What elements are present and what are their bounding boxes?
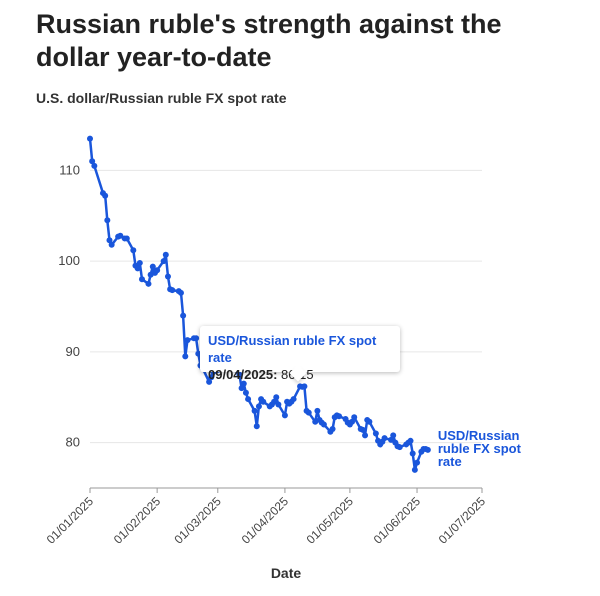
data-point[interactable] bbox=[407, 437, 414, 444]
data-point[interactable] bbox=[273, 394, 280, 401]
data-point[interactable] bbox=[381, 435, 388, 442]
data-point[interactable] bbox=[260, 398, 267, 405]
tooltip-date: 09/04/2025: bbox=[208, 367, 278, 382]
x-tick-label: 01/07/2025 bbox=[436, 494, 489, 547]
data-point[interactable] bbox=[130, 247, 137, 254]
x-tick-label: 01/02/2025 bbox=[111, 494, 164, 547]
data-point[interactable] bbox=[180, 312, 187, 319]
y-tick-label: 80 bbox=[66, 435, 80, 450]
data-point[interactable] bbox=[424, 446, 431, 453]
data-point[interactable] bbox=[336, 413, 343, 420]
data-point[interactable] bbox=[89, 158, 96, 165]
data-point[interactable] bbox=[329, 426, 336, 433]
data-point[interactable] bbox=[164, 273, 171, 280]
chart-title: Russian ruble's strength against the dol… bbox=[36, 9, 502, 72]
data-point[interactable] bbox=[162, 251, 169, 258]
y-tick-label: 90 bbox=[66, 344, 80, 359]
data-point[interactable] bbox=[123, 235, 130, 242]
x-axis-ticks: 01/01/2025 01/02/2025 01/03/2025 01/04/2025… bbox=[44, 488, 489, 547]
data-point[interactable] bbox=[149, 263, 156, 270]
data-point[interactable] bbox=[160, 258, 167, 265]
data-point[interactable] bbox=[351, 414, 358, 421]
data-point[interactable] bbox=[104, 217, 111, 224]
series-line bbox=[88, 138, 429, 472]
data-point[interactable] bbox=[208, 374, 215, 381]
data-point[interactable] bbox=[290, 396, 297, 403]
data-point[interactable] bbox=[236, 371, 243, 378]
data-point[interactable] bbox=[102, 192, 109, 199]
data-point[interactable] bbox=[108, 241, 115, 248]
data-point[interactable] bbox=[238, 385, 245, 392]
data-point[interactable] bbox=[414, 459, 421, 466]
data-point[interactable] bbox=[366, 418, 373, 425]
series-end-label-line: ruble FX spot bbox=[438, 441, 522, 456]
data-point[interactable] bbox=[388, 436, 395, 443]
data-point[interactable] bbox=[320, 421, 327, 428]
data-point[interactable] bbox=[245, 396, 252, 403]
data-point[interactable] bbox=[349, 418, 356, 425]
data-point[interactable] bbox=[136, 259, 143, 266]
x-tick-label: 01/04/2025 bbox=[239, 494, 292, 547]
series-end-label-line: rate bbox=[438, 454, 462, 469]
data-point[interactable] bbox=[240, 380, 247, 387]
tooltip-series-name: USD/Russian ruble FX spot rate bbox=[208, 333, 377, 365]
data-point[interactable] bbox=[362, 432, 369, 439]
chart-subtitle: U.S. dollar/Russian ruble FX spot rate bbox=[36, 90, 287, 106]
data-point[interactable] bbox=[182, 353, 189, 360]
data-point[interactable] bbox=[251, 407, 258, 414]
data-point[interactable] bbox=[91, 162, 98, 169]
data-point[interactable] bbox=[206, 378, 213, 385]
data-point[interactable] bbox=[411, 466, 418, 473]
data-point[interactable] bbox=[184, 337, 191, 344]
data-point[interactable] bbox=[396, 444, 403, 451]
data-point[interactable] bbox=[372, 430, 379, 437]
data-point[interactable] bbox=[117, 232, 124, 239]
data-point[interactable] bbox=[145, 280, 152, 287]
x-tick-label: 01/01/2025 bbox=[44, 494, 97, 547]
data-point[interactable] bbox=[169, 287, 176, 294]
series-end-label-line: USD/Russian bbox=[438, 428, 520, 443]
y-tick-label: 110 bbox=[59, 162, 80, 177]
data-point[interactable] bbox=[301, 383, 308, 390]
series-end-label: USD/Russian ruble FX spot rate bbox=[438, 428, 522, 469]
data-point[interactable] bbox=[154, 267, 161, 274]
data-point[interactable] bbox=[281, 412, 288, 419]
data-point[interactable] bbox=[242, 389, 249, 396]
data-point[interactable] bbox=[314, 407, 321, 414]
data-point[interactable] bbox=[195, 350, 202, 357]
y-axis-ticks: 80 90 100 110 bbox=[58, 162, 80, 449]
y-tick-label: 100 bbox=[58, 253, 80, 268]
x-tick-label: 01/03/2025 bbox=[172, 494, 225, 547]
x-tick-label: 01/06/2025 bbox=[371, 494, 424, 547]
data-point[interactable] bbox=[255, 403, 262, 410]
data-points bbox=[87, 135, 431, 473]
data-point[interactable] bbox=[106, 237, 113, 244]
x-tick-label: 01/05/2025 bbox=[304, 494, 357, 547]
data-point[interactable] bbox=[134, 265, 141, 272]
data-point[interactable] bbox=[177, 289, 184, 296]
x-axis-label: Date bbox=[271, 565, 302, 581]
data-point[interactable] bbox=[409, 450, 416, 457]
data-point[interactable] bbox=[275, 401, 282, 408]
data-point[interactable] bbox=[253, 423, 260, 430]
data-point[interactable] bbox=[271, 398, 278, 405]
tooltip: USD/Russian ruble FX spot rate 09/04/202… bbox=[200, 326, 400, 382]
data-point[interactable] bbox=[359, 426, 366, 433]
data-point[interactable] bbox=[390, 432, 397, 439]
data-point[interactable] bbox=[193, 335, 200, 342]
data-point[interactable] bbox=[138, 276, 145, 283]
data-point[interactable] bbox=[87, 135, 93, 142]
data-point[interactable] bbox=[305, 409, 312, 416]
